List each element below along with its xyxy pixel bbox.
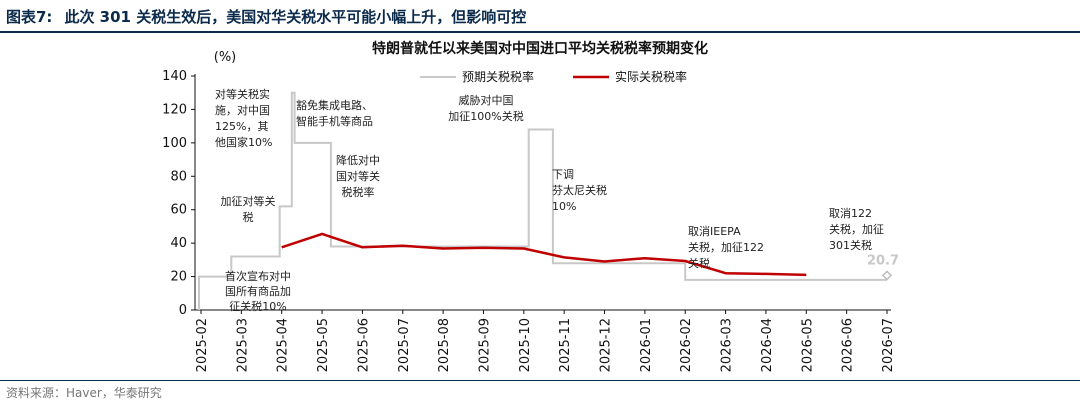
legend-actual-label: 实际关税税率 (615, 69, 687, 84)
x-tick-label: 2025-02 (195, 318, 210, 372)
y-tick-label: 80 (170, 169, 187, 184)
annotation-text: 首次宣布对中 (225, 269, 291, 283)
annotation-text: 智能手机等商品 (296, 114, 373, 128)
x-tick-label: 2025-07 (397, 318, 412, 372)
x-tick-label: 2026-05 (800, 318, 815, 372)
annotation-text: 301关税 (829, 238, 872, 252)
x-tick-label: 2025-11 (558, 318, 573, 372)
x-tick-label: 2026-04 (760, 318, 775, 372)
y-tick-label: 40 (170, 236, 187, 251)
annotation-text: 豁免集成电路、 (296, 98, 373, 112)
x-tick-label: 2025-04 (276, 318, 291, 372)
figure-label: 图表7: (6, 8, 53, 26)
source-note: 资料来源：Haver，华泰研究 (6, 386, 162, 400)
annotation-text: 征关税10% (229, 299, 286, 313)
y-tick-label: 100 (162, 136, 187, 151)
x-tick-label: 2025-08 (437, 318, 452, 372)
legend-expected-label: 预期关税税率 (462, 69, 534, 84)
x-tick-label: 2026-06 (841, 318, 856, 372)
y-tick-label: 20 (170, 270, 187, 285)
actual-tariff-line (281, 232, 807, 277)
annotation-text: 下调 (552, 168, 574, 181)
annotation-text: 国所有商品加 (225, 284, 291, 298)
annotation-text: 他国家10% (215, 135, 272, 149)
y-tick-label: 0 (179, 303, 187, 318)
expected-tariff-line (198, 91, 887, 310)
x-tick-label: 2025-09 (477, 318, 492, 372)
annotation-text: 125%，其 (215, 120, 268, 133)
figure-heading: 此次 301 关税生效后，美国对华关税水平可能小幅上升，但影响可控 (64, 8, 527, 26)
chart-svg: 0 20 40 60 80 100 120 140 (%) 2025-02 2025-03 2025-… (162, 50, 899, 372)
x-tick-label: 2025-06 (356, 318, 371, 372)
end-point-label: 20.7 (867, 253, 899, 268)
end-point-marker (881, 270, 893, 281)
annotation-text: 施，对中国 (215, 103, 270, 117)
annotation-text: 关税 (688, 256, 710, 270)
annotation-text: 税税率 (342, 185, 375, 199)
x-tick-label: 2025-05 (316, 318, 331, 372)
figure-title: 图表7: 此次 301 关税生效后，美国对华关税水平可能小幅上升，但影响可控 (6, 6, 526, 27)
annotation-text: 税 (243, 210, 254, 224)
y-tick-label: 140 (162, 69, 187, 84)
annotation-text: 关税，加征 (829, 222, 884, 236)
annotation-text: 加征对等关 (221, 194, 276, 208)
annotation-text: 国对等关 (336, 169, 380, 183)
annotation-text: 取消122 (829, 206, 872, 220)
x-tick-label: 2025-03 (235, 318, 250, 372)
annotation-text: 取消IEEPA (688, 224, 741, 238)
annotation-text: 芬太尼关税 (552, 183, 607, 197)
annotation-text: 对等关税实 (215, 87, 270, 101)
annotation-text: 威胁对中国 (459, 93, 514, 107)
annotation-text: 关税，加征122 (688, 240, 764, 254)
y-tick-label: 120 (162, 102, 187, 117)
y-tick-label: 60 (170, 203, 187, 218)
chart-title: 特朗普就任以来美国对中国进口平均关税税率预期变化 (372, 41, 708, 57)
annotation-text: 加征100%关税 (448, 109, 523, 123)
source-rule (0, 380, 1080, 381)
title-rule (0, 31, 1080, 33)
annotation-text: 降低对中 (336, 153, 380, 167)
x-tick-label: 2026-02 (679, 318, 694, 372)
x-tick-label: 2026-03 (720, 318, 735, 372)
x-tick-label: 2026-07 (881, 318, 896, 372)
y-unit-label: (%) (214, 50, 237, 65)
x-tick-label: 2025-10 (518, 318, 533, 372)
annotation-text: 10% (552, 200, 576, 213)
x-tick-label: 2025-12 (599, 318, 614, 372)
x-tick-label: 2026-01 (639, 318, 654, 372)
